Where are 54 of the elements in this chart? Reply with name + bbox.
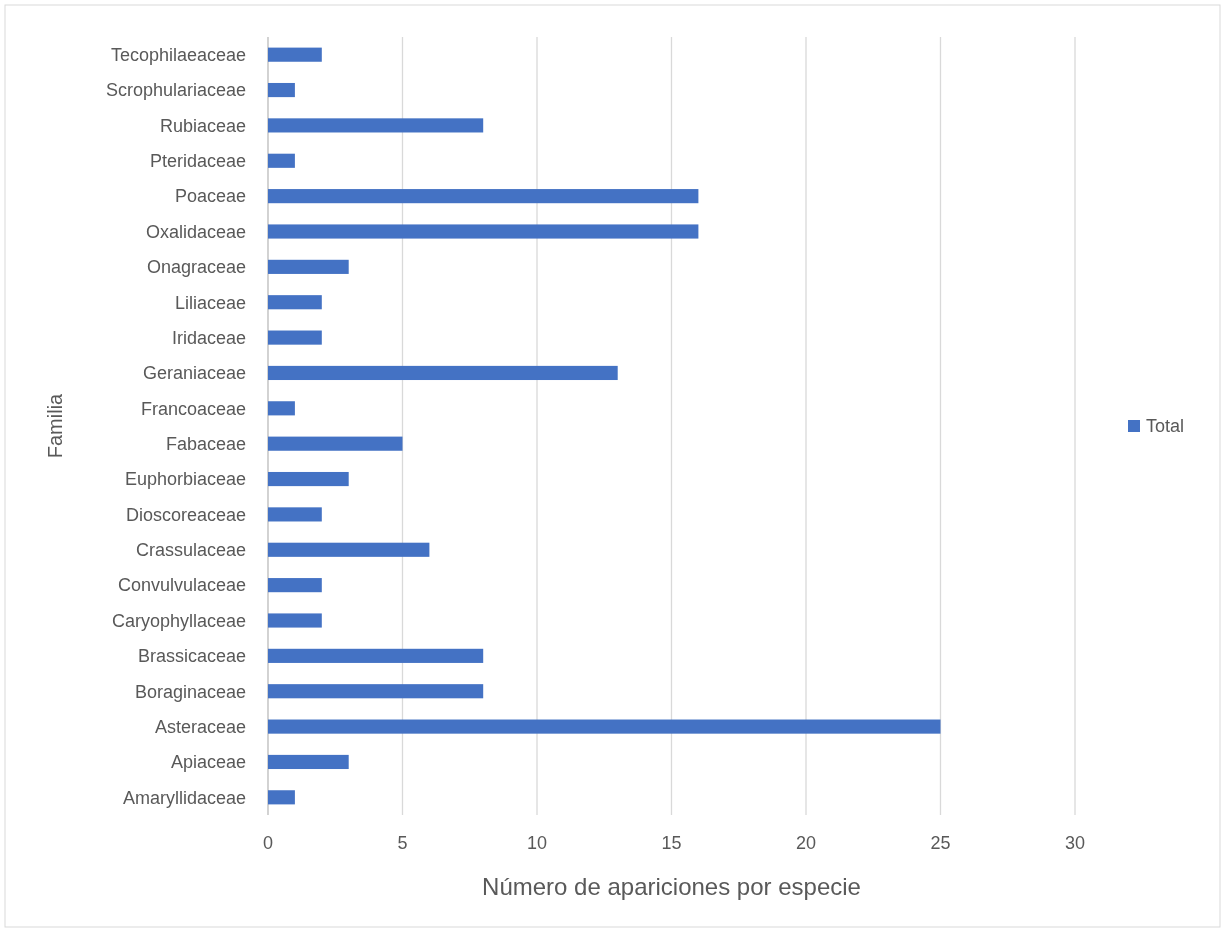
x-tick-label: 20 — [795, 833, 817, 853]
bar — [268, 82, 295, 98]
bar — [268, 648, 484, 663]
y-tick-label: Geraniaceae — [142, 363, 246, 384]
y-tick-label: Onagraceae — [146, 257, 246, 278]
bar — [268, 578, 322, 593]
bar — [268, 189, 699, 204]
y-tick-label: Apiaceae — [170, 752, 246, 773]
bar — [268, 719, 941, 734]
y-tick-label: Poaceae — [174, 186, 246, 207]
bar — [268, 790, 295, 805]
x-tick-label: 30 — [1064, 833, 1086, 853]
legend-label: Total — [1146, 416, 1185, 437]
bar — [268, 259, 349, 274]
bar — [268, 471, 349, 487]
y-tick-label: Crassulaceae — [135, 540, 246, 561]
bar — [268, 507, 322, 522]
bar — [268, 684, 484, 699]
bar — [268, 436, 403, 451]
x-tick-label: 5 — [397, 833, 408, 853]
y-tick-label: Convulvulaceae — [117, 575, 246, 596]
bar — [268, 542, 430, 557]
x-tick-label: 25 — [930, 833, 951, 853]
bar — [268, 365, 618, 381]
y-tick-label: Scrophulariaceae — [105, 80, 246, 101]
y-tick-label: Pteridaceae — [149, 151, 246, 172]
x-tick-label: 0 — [262, 833, 274, 853]
bar — [268, 401, 295, 416]
bar — [268, 118, 484, 133]
y-tick-label: Liliaceae — [174, 292, 246, 313]
y-tick-label: Rubiaceae — [159, 115, 246, 136]
x-axis-title: Número de apariciones por especie — [482, 873, 861, 900]
y-tick-label: Euphorbiaceae — [124, 469, 246, 490]
y-tick-label: Francoaceae — [140, 398, 246, 419]
y-tick-label: Iridaceae — [171, 327, 246, 348]
bar — [268, 754, 349, 770]
bar — [268, 295, 322, 310]
y-tick-label: Boraginaceae — [134, 681, 246, 702]
y-tick-label: Caryophyllaceae — [111, 610, 246, 631]
y-tick-label: Brassicaceae — [137, 646, 246, 667]
y-tick-label: Asteraceae — [154, 716, 246, 737]
y-tick-label: Tecophilaeaceae — [110, 44, 246, 65]
y-tick-label: Fabaceae — [165, 433, 246, 454]
bar — [268, 47, 322, 62]
y-axis-title: Familia — [44, 392, 66, 459]
bar — [268, 613, 322, 628]
x-tick-label: 15 — [661, 833, 682, 853]
y-tick-label: Amaryllidaceae — [122, 787, 246, 808]
bar — [268, 153, 295, 168]
x-tick-label: 10 — [526, 833, 548, 853]
y-tick-label: Dioscoreaceae — [125, 504, 246, 525]
bar — [268, 330, 322, 345]
bar — [268, 224, 699, 239]
y-tick-label: Oxalidaceae — [145, 221, 246, 242]
